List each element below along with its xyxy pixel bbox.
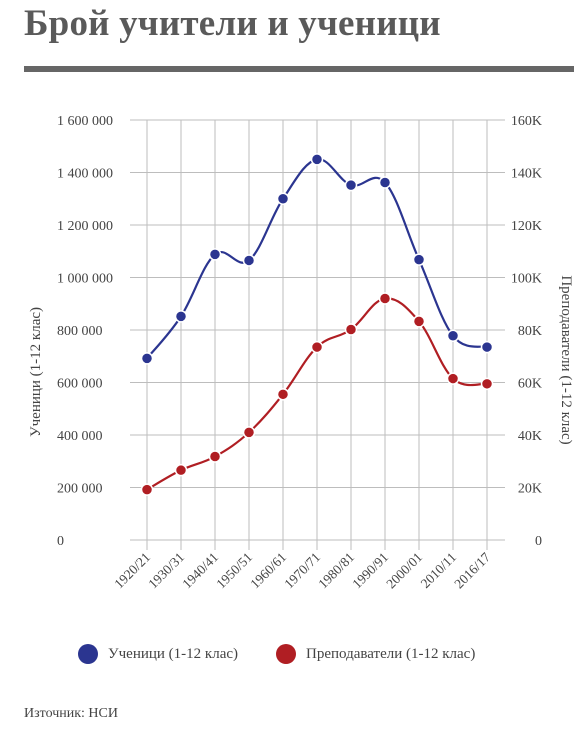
data-point-students <box>208 248 222 261</box>
page-title: Брой учители и ученици <box>24 3 441 44</box>
legend-label-students: Ученици (1-12 клас) <box>108 645 239 662</box>
y-left-tick-label: 800 000 <box>57 324 103 339</box>
data-point-teachers <box>276 388 290 401</box>
data-point-teachers <box>344 323 358 336</box>
x-tick-label: 2000/01 <box>383 550 425 592</box>
data-point-teachers <box>446 372 460 385</box>
x-tick-label: 1940/41 <box>179 550 221 592</box>
x-tick-label: 1990/91 <box>349 550 391 592</box>
y-right-tick-label: 100K <box>511 272 542 287</box>
y-left-tick-label: 1 600 000 <box>57 114 113 129</box>
x-tick-label: 1920/21 <box>111 550 153 592</box>
data-point-students <box>412 253 426 266</box>
data-point-students <box>378 176 392 189</box>
x-tick-label: 2010/11 <box>418 550 460 592</box>
data-point-teachers <box>140 483 154 496</box>
x-tick-label: 1930/31 <box>145 550 187 592</box>
data-point-teachers <box>208 450 222 463</box>
data-point-teachers <box>412 315 426 328</box>
data-point-students <box>480 340 494 354</box>
data-point-students <box>344 178 358 192</box>
y-left-tick-label: 400 000 <box>57 429 103 444</box>
data-point-students <box>310 153 324 166</box>
data-point-students <box>174 310 188 323</box>
data-point-students <box>140 352 154 365</box>
x-tick-label: 1950/51 <box>213 550 255 592</box>
data-point-students <box>242 254 256 267</box>
y-left-tick-label: 1 400 000 <box>57 167 113 182</box>
y-left-tick-label: 1 000 000 <box>57 272 113 287</box>
y-left-tick-label: 600 000 <box>57 377 103 392</box>
data-point-teachers <box>310 340 324 354</box>
x-tick-label: 1970/71 <box>281 550 323 592</box>
legend-marker-students <box>78 644 98 664</box>
data-point-teachers <box>174 463 188 477</box>
y-right-tick-label: 40K <box>518 429 542 444</box>
y-left-tick-label: 1 200 000 <box>57 219 113 234</box>
title-rule <box>24 66 574 72</box>
y-right-tick-label: 20K <box>518 482 542 497</box>
legend-label-teachers: Преподаватели (1-12 клас) <box>306 645 476 662</box>
x-tick-label: 2016/17 <box>451 549 493 591</box>
legend-item-students[interactable]: Ученици (1-12 клас) <box>78 642 238 666</box>
y-right-tick-label: 140K <box>511 167 542 182</box>
y-right-tick-label: 0 <box>535 534 542 549</box>
y-left-tick-label: 0 <box>57 534 64 549</box>
y-right-tick-label: 160K <box>511 114 542 129</box>
y-left-tick-label: 200 000 <box>57 482 103 497</box>
data-point-teachers <box>480 377 494 391</box>
x-tick-label: 1960/61 <box>247 550 289 592</box>
y-right-tick-label: 60K <box>518 377 542 392</box>
y-left-axis-title: Ученици (1-12 клас) <box>28 307 44 437</box>
legend-item-teachers[interactable]: Преподаватели (1-12 клас) <box>276 642 475 666</box>
x-tick-label: 1980/81 <box>315 550 357 592</box>
data-point-teachers <box>242 426 256 439</box>
source-note: Източник: НСИ <box>24 706 118 721</box>
data-point-students <box>276 192 290 205</box>
legend-marker-teachers <box>276 644 296 664</box>
data-point-students <box>446 329 460 343</box>
y-right-axis-title: Преподаватели (1-12 клас) <box>558 275 574 444</box>
data-point-teachers <box>378 292 392 305</box>
y-right-tick-label: 80K <box>518 324 542 339</box>
y-right-tick-label: 120K <box>511 219 542 234</box>
